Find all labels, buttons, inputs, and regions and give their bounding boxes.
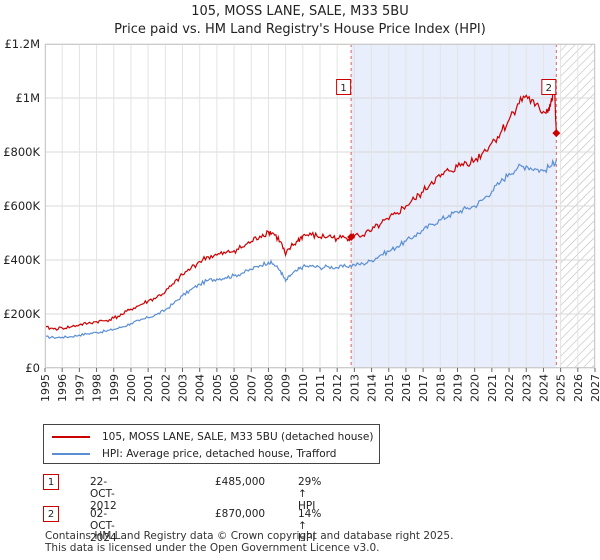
x-tick-label-19: 2014 (366, 374, 379, 402)
sale-hpi-1: 29% ↑ HPI (298, 476, 322, 512)
legend-item-hpi: HPI: Average price, detached house, Traf… (52, 446, 336, 462)
footer-note: Contains HM Land Registry data © Crown c… (45, 530, 453, 554)
sale-box-label-1: 1 (340, 83, 346, 94)
x-tick-label-21: 2016 (400, 374, 413, 402)
plot-frame (45, 44, 595, 368)
x-tick-label-11: 2006 (228, 374, 241, 402)
sale-box-label-2: 2 (546, 83, 552, 94)
footer-license: This data is licensed under the Open Gov… (45, 542, 380, 554)
y-tick-label-5: £1M (15, 91, 40, 105)
legend: 105, MOSS LANE, SALE, M33 5BU (detached … (43, 424, 380, 464)
x-tick-label-9: 2004 (194, 374, 207, 402)
x-tick-label-12: 2007 (245, 374, 258, 402)
chart-title: 105, MOSS LANE, SALE, M33 5BU (191, 4, 409, 19)
y-tick-label-3: £600K (3, 199, 40, 213)
x-tick-label-27: 2022 (503, 374, 516, 402)
legend-item-property: 105, MOSS LANE, SALE, M33 5BU (detached … (52, 429, 373, 445)
sale-price-2: £870,000 (215, 508, 266, 520)
chart-subtitle: Price paid vs. HM Land Registry's House … (114, 22, 486, 37)
x-tick-label-16: 2011 (314, 374, 327, 402)
x-tick-label-6: 2001 (142, 374, 155, 402)
x-tick-label-18: 2013 (348, 374, 361, 402)
legend-swatch-hpi (52, 453, 90, 455)
legend-swatch-property (52, 436, 90, 438)
price-chart: 1 2 £0 £200K £400K £600K £800K £1M £1.2M 1995 199… (3, 37, 600, 402)
x-tick-label-26: 2021 (486, 374, 499, 402)
x-tick-label-14: 2009 (280, 374, 293, 402)
y-tick-label-0: £0 (25, 361, 40, 375)
x-tick-label-10: 2005 (211, 374, 224, 402)
footer-copyright: Contains HM Land Registry data © Crown c… (45, 530, 454, 542)
x-tick-label-0: 1995 (39, 374, 52, 402)
x-tick-label-7: 2002 (159, 374, 172, 402)
x-tick-label-4: 1999 (108, 374, 121, 402)
x-tick-label-13: 2008 (262, 374, 275, 402)
x-tick-label-8: 2003 (177, 374, 190, 402)
x-tick-label-23: 2018 (434, 374, 447, 402)
legend-label-hpi: HPI: Average price, detached house, Traf… (102, 448, 337, 460)
y-tick-label-4: £800K (3, 145, 40, 159)
x-tick-label-32: 2027 (589, 374, 600, 402)
y-tick-label-2: £400K (3, 253, 40, 267)
x-tick-label-29: 2024 (537, 374, 550, 402)
sale-box-1 (336, 79, 352, 95)
y-tick-label-1: £200K (3, 307, 40, 321)
x-tick-label-24: 2019 (452, 374, 465, 402)
x-tick-label-17: 2012 (331, 374, 344, 402)
sale-hpi-2: 14% ↑ HPI (298, 508, 322, 544)
x-tick-label-20: 2015 (383, 374, 396, 402)
series-line-hpi (45, 158, 557, 339)
sale-box-2 (541, 79, 557, 95)
x-tick-label-1: 1996 (56, 374, 69, 402)
sale-marker-1 (347, 233, 356, 242)
series-line-property (45, 81, 557, 331)
x-tick-label-5: 2000 (125, 374, 138, 402)
chart-area: 1 2 £0 £200K £400K £600K £800K £1M £1.2M 1995 199… (3, 37, 600, 402)
sale-price-1: £485,000 (215, 476, 266, 488)
sale-date-2: 02-OCT-2024 (90, 508, 117, 544)
y-tick-label-6: £1.2M (4, 37, 40, 51)
legend-label-property: 105, MOSS LANE, SALE, M33 5BU (detached … (102, 431, 374, 443)
x-tick-label-30: 2025 (555, 374, 568, 402)
sale-date-1: 22-OCT-2012 (90, 476, 117, 512)
x-tick-label-31: 2026 (572, 374, 585, 402)
x-tick-label-22: 2017 (417, 374, 430, 402)
x-tick-label-25: 2020 (469, 374, 482, 402)
sale-badge-1: 1 (43, 474, 59, 490)
x-tick-label-2: 1997 (73, 374, 86, 402)
x-tick-label-15: 2010 (297, 374, 310, 402)
x-tick-label-28: 2023 (520, 374, 533, 402)
sale-marker-2 (552, 129, 561, 138)
x-tick-label-3: 1998 (91, 374, 104, 402)
sale-badge-2: 2 (43, 506, 59, 522)
